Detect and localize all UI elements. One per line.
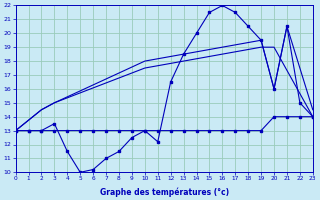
X-axis label: Graphe des températures (°c): Graphe des températures (°c) bbox=[100, 187, 229, 197]
